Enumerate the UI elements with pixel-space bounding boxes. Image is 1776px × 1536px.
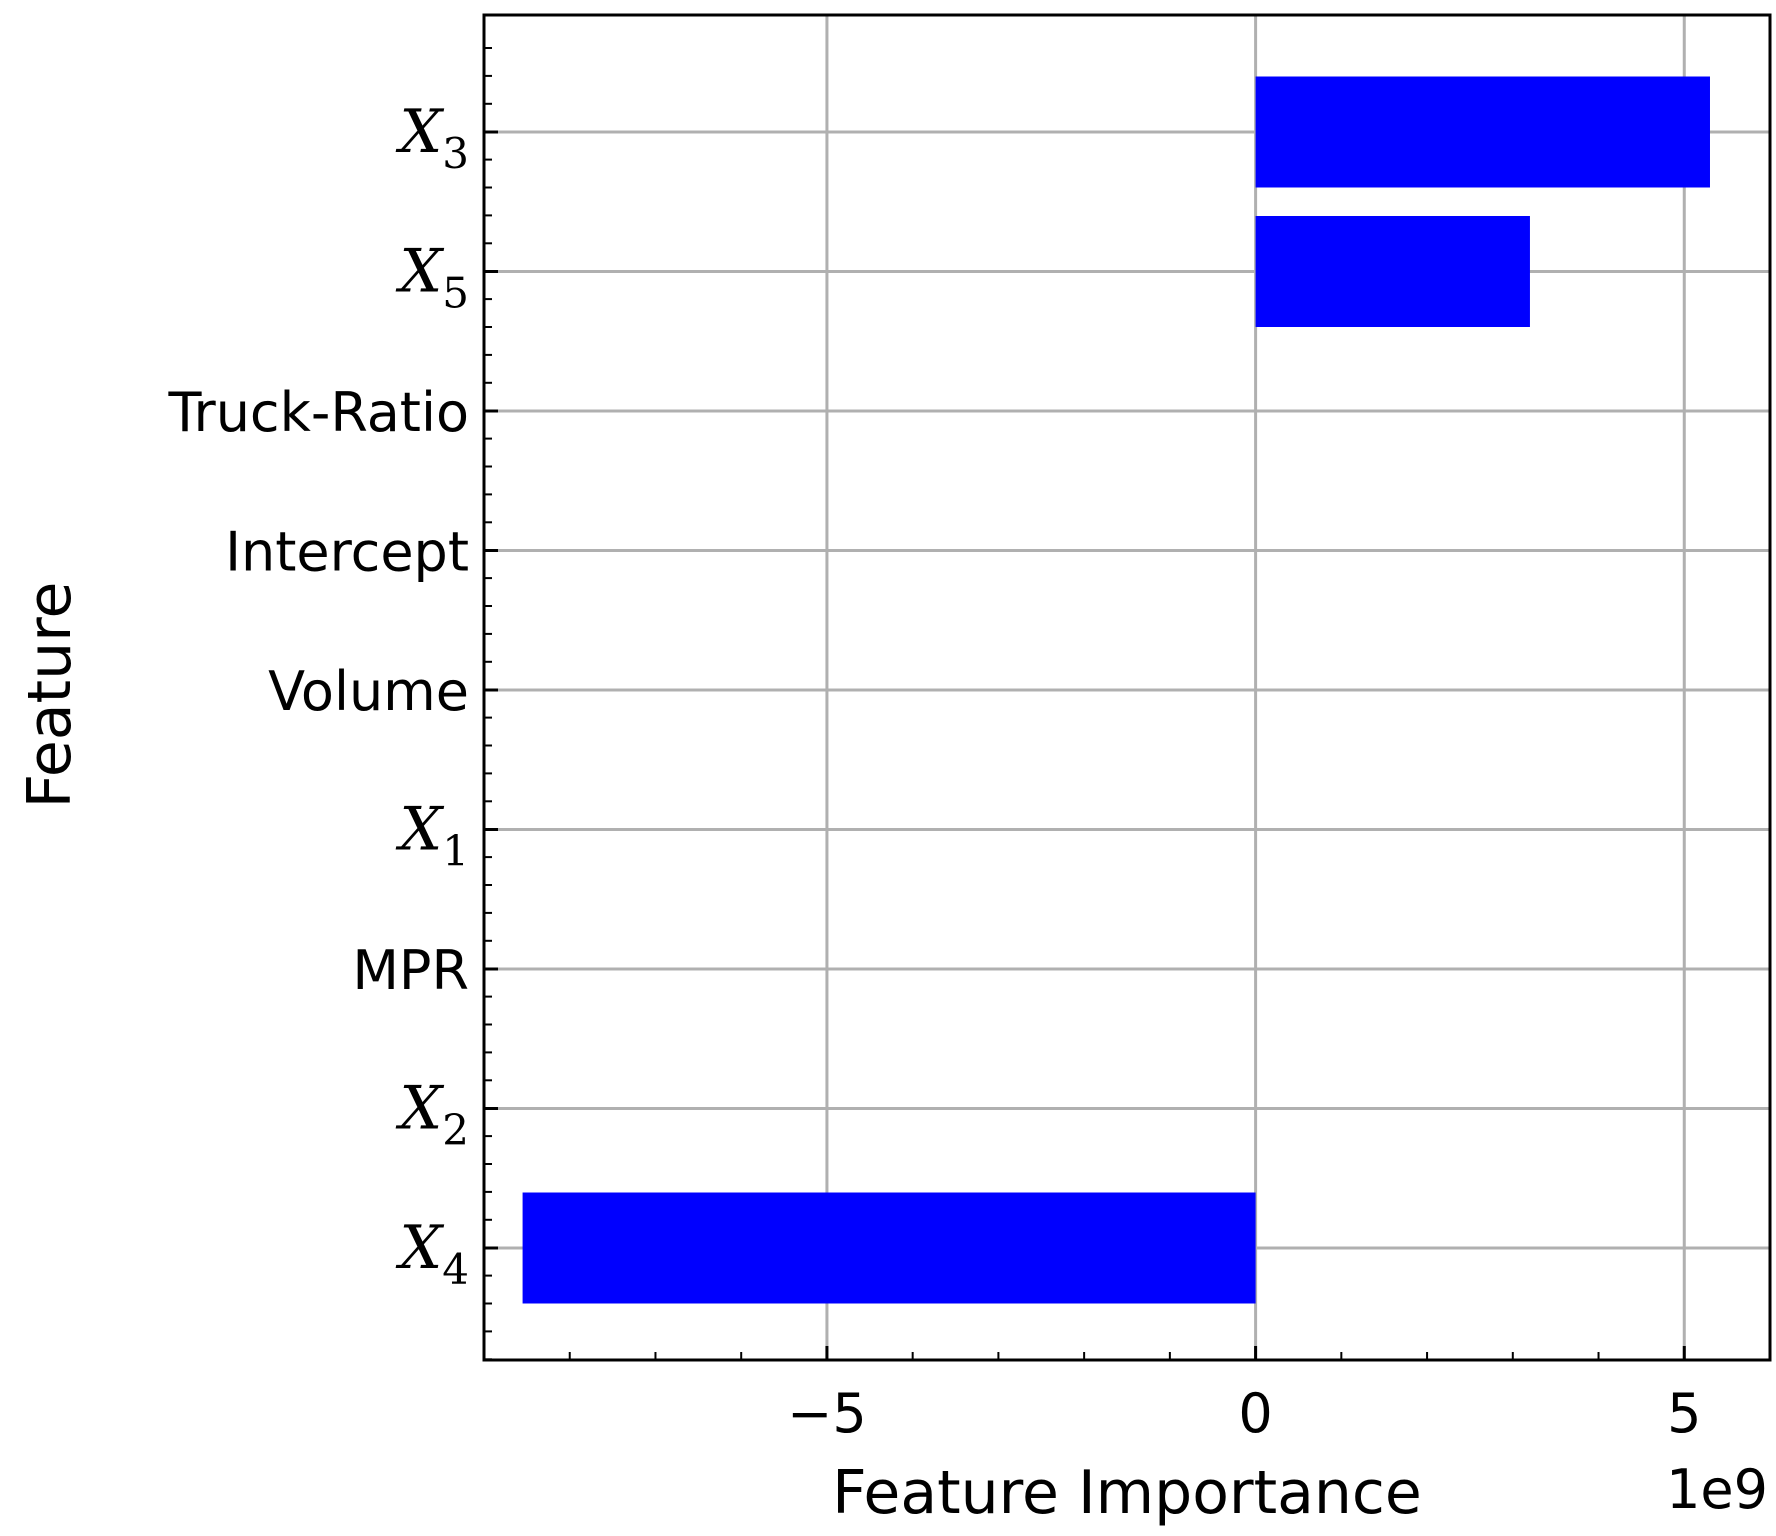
y-axis-title: Feature [15,582,85,809]
bar [1255,76,1710,188]
y-tick-label: X5 [396,237,469,318]
x-axis-offset-text: 1e9 [1666,1458,1768,1521]
x-tick-label: 0 [1238,1382,1272,1445]
y-tick-label: Intercept [225,521,469,584]
grid-lines [484,15,1770,1360]
x-axis-title: Feature Importance [832,1458,1422,1528]
y-tick-label: X4 [396,1213,469,1294]
x-tick-label: 5 [1667,1382,1701,1445]
y-tick-label: Volume [268,660,469,723]
y-tick-label: MPR [352,939,469,1002]
ticks [483,47,1771,1361]
y-tick-label: X1 [396,795,469,876]
bar [522,1192,1256,1304]
plot-frame [482,13,1772,1362]
y-tick-label: X2 [396,1074,469,1155]
x-tick-label: −5 [787,1382,867,1445]
bars [522,76,1710,1304]
tick-labels: −5 0 5 X3 X5 Truck-Ratio Intercept Volume X1 MPR X… [167,97,1701,1445]
bar [1255,216,1530,327]
y-tick-label: Truck-Ratio [167,381,469,444]
y-tick-label: X3 [396,97,469,178]
